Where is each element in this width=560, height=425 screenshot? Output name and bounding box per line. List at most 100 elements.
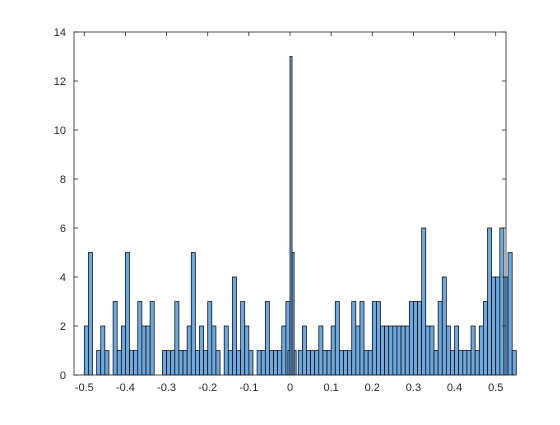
bar: [244, 325, 250, 376]
bar: [326, 350, 332, 376]
bar: [281, 325, 287, 376]
y-tick-label: 10: [54, 125, 66, 137]
bar: [396, 325, 402, 376]
y-tick-label: 14: [54, 27, 66, 39]
bar: [458, 350, 464, 376]
bar: [100, 325, 106, 376]
bar: [83, 325, 89, 376]
bar: [343, 350, 348, 376]
bar: [483, 301, 488, 376]
bar: [264, 301, 270, 376]
x-tick-label: -0.2: [198, 382, 217, 394]
bar: [474, 350, 480, 376]
bar: [466, 350, 472, 376]
bar: [137, 301, 143, 376]
bar: [445, 325, 451, 376]
bar: [487, 227, 492, 376]
bar: [425, 325, 431, 376]
bar: [363, 350, 369, 376]
bar: [371, 301, 377, 376]
bar: [301, 325, 307, 376]
bar: [236, 350, 241, 376]
bar: [232, 276, 237, 376]
bar: [511, 350, 517, 376]
bar: [104, 350, 110, 376]
bar: [421, 227, 427, 376]
y-tick-label: 0: [60, 370, 66, 382]
bar: [141, 325, 147, 376]
bar: [392, 325, 398, 376]
bar: [215, 350, 221, 376]
bar: [88, 252, 93, 376]
bar: [260, 350, 266, 376]
bar: [256, 350, 262, 376]
x-tick-label: 0.5: [488, 382, 503, 394]
bar: [322, 350, 328, 376]
x-axis: -0.5 -0.4 -0.3 -0.2 -0.1 0 0.1 0.2 0.3 0.4 0.5: [75, 32, 503, 394]
bar: [248, 350, 254, 376]
bar: [178, 350, 184, 376]
bar: [388, 325, 394, 376]
x-tick-label: -0.1: [239, 382, 258, 394]
bar: [199, 325, 204, 376]
bar: [351, 301, 357, 376]
bar: [306, 350, 311, 376]
bar: [478, 325, 484, 376]
bar: [318, 325, 324, 376]
x-tick-label: 0.4: [447, 382, 462, 394]
bar: [170, 350, 176, 376]
bar: [125, 252, 130, 376]
x-tick-label: -0.5: [75, 382, 94, 394]
bar: [211, 325, 217, 376]
x-tick-label: 0.3: [406, 382, 421, 394]
y-tick-label: 8: [60, 174, 66, 186]
bar: [116, 350, 122, 376]
bar: [269, 350, 274, 376]
bar: [277, 350, 283, 376]
bar: [203, 350, 209, 376]
bar: [96, 350, 102, 376]
bar: [145, 325, 151, 376]
bar: [166, 350, 172, 376]
x-tick-label: -0.3: [157, 382, 176, 394]
bar: [112, 301, 118, 376]
bar: [433, 350, 439, 376]
bar: [227, 350, 233, 376]
bar: [240, 301, 246, 376]
bar: [339, 350, 344, 376]
bar: [491, 276, 497, 376]
bar: [120, 325, 126, 376]
bar: [355, 325, 361, 376]
bar: [417, 301, 423, 376]
y-tick-label: 4: [60, 272, 66, 284]
bar: [507, 252, 513, 376]
bar: [359, 301, 365, 376]
bar: [334, 301, 340, 376]
bar: [441, 276, 447, 376]
bar: [162, 350, 167, 376]
bar: [223, 325, 229, 376]
bar: [384, 325, 390, 376]
bar: [400, 325, 406, 376]
bar: [133, 350, 139, 376]
bar: [207, 301, 213, 376]
y-axis: 0 2 4 6 8 10 12 14: [54, 27, 506, 382]
bar: [408, 301, 414, 376]
bar: [404, 325, 410, 376]
y-tick-label: 2: [60, 321, 66, 333]
bar: [429, 325, 435, 376]
bar: [380, 325, 385, 376]
x-tick-label: 0: [287, 382, 293, 394]
bar: [330, 325, 336, 376]
bar: [470, 325, 476, 376]
bar: [186, 325, 192, 376]
bar: [462, 350, 468, 376]
bar: [454, 325, 460, 376]
x-tick-label: 0.2: [365, 382, 380, 394]
x-tick-label: 0.1: [323, 382, 338, 394]
bar: [149, 301, 155, 376]
bar: [297, 350, 303, 376]
bar: [293, 350, 297, 376]
